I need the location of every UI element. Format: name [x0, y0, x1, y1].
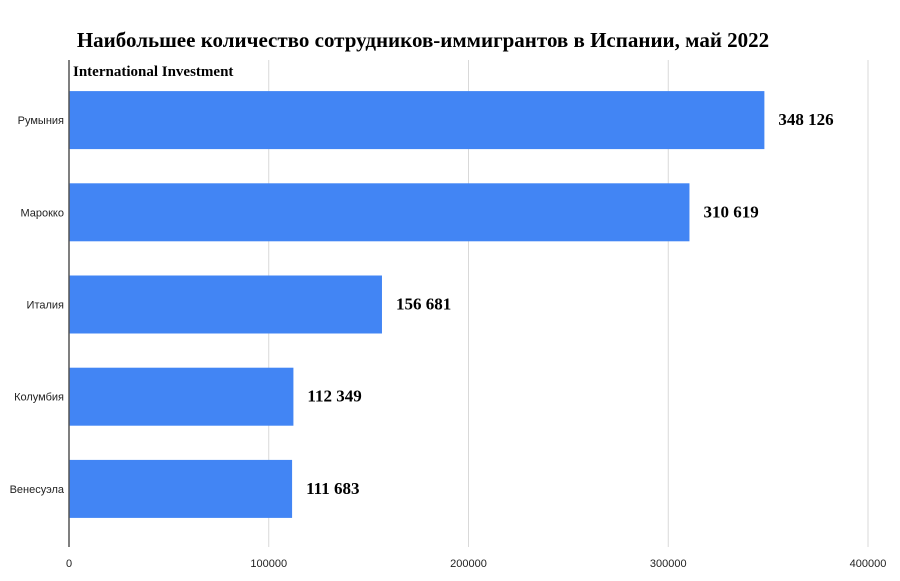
data-label: 348 126 [778, 110, 833, 129]
bar [69, 275, 382, 334]
category-labels: Румыния Марокко Италия Колумбия Венесуэла [10, 115, 65, 496]
bar [69, 459, 293, 518]
x-tick-label: 300000 [650, 558, 687, 570]
category-label: Марокко [20, 207, 64, 219]
chart-subtitle: International Investment [73, 64, 233, 80]
bar [69, 183, 690, 242]
x-tick-labels: 0 100000 200000 300000 400000 [66, 558, 886, 570]
x-tick-label: 0 [66, 558, 72, 570]
data-label: 112 349 [307, 387, 361, 406]
chart-title: Наибольшее количество сотрудников-иммигр… [77, 28, 769, 52]
x-tick-label: 400000 [850, 558, 887, 570]
data-label: 310 619 [703, 202, 758, 221]
category-label: Румыния [18, 115, 64, 127]
bar [69, 367, 294, 426]
data-label: 156 681 [396, 295, 451, 314]
x-tick-label: 100000 [250, 558, 287, 570]
bar [69, 91, 765, 150]
x-tick-label: 200000 [450, 558, 487, 570]
category-label: Колумбия [14, 392, 64, 404]
bars [69, 91, 765, 518]
category-label: Италия [27, 300, 65, 312]
data-label: 111 683 [306, 479, 359, 498]
data-labels: 348 126 310 619 156 681 112 349 111 683 [306, 110, 834, 498]
category-label: Венесуэла [10, 484, 65, 496]
